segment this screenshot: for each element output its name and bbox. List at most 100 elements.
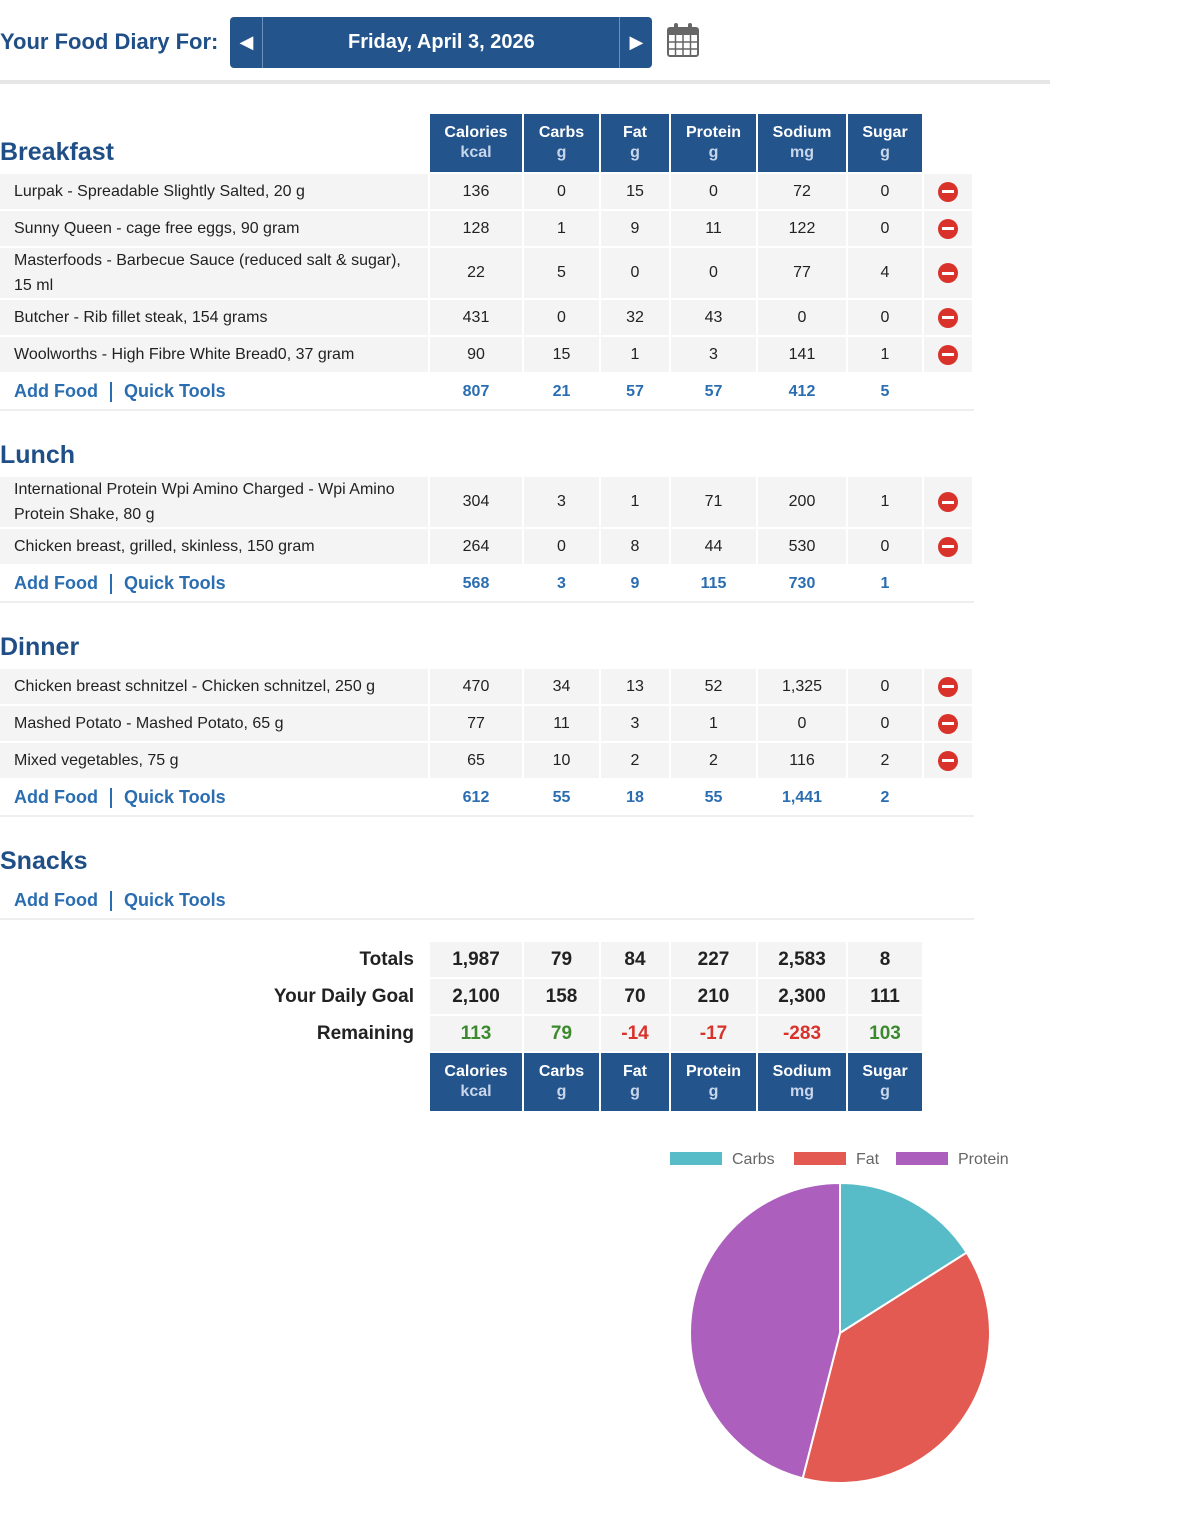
food-name[interactable]: Chicken breast, grilled, skinless, 150 g…	[0, 529, 428, 564]
macro-pie-chart: Carbs Fat Protein	[670, 1151, 1009, 1484]
next-day-button[interactable]: ▶	[620, 17, 652, 68]
food-name[interactable]: Chicken breast schnitzel - Chicken schni…	[0, 669, 428, 704]
food-sugar: 0	[848, 211, 922, 246]
summary-sodium: 2,583	[758, 942, 846, 977]
column-name: Sugar	[862, 124, 908, 141]
spacer	[924, 566, 972, 601]
meal-total-calories	[430, 883, 522, 918]
food-protein: 11	[671, 211, 756, 246]
column-header-carbs: Carbs g	[524, 1053, 599, 1111]
food-sugar: 0	[848, 669, 922, 704]
remove-food-icon[interactable]	[938, 713, 958, 734]
pie-slice-carbs[interactable]	[839, 1181, 969, 1335]
food-protein: 44	[671, 529, 756, 564]
column-unit: g	[630, 1083, 640, 1100]
meal-section-snacks: Snacks	[0, 827, 974, 881]
food-sugar: 4	[848, 248, 922, 298]
column-header-fat: Fat g	[601, 114, 669, 172]
food-name[interactable]: Masterfoods - Barbecue Sauce (reduced sa…	[0, 248, 428, 298]
column-header-protein: Protein g	[671, 1053, 756, 1111]
food-name[interactable]: International Protein Wpi Amino Charged …	[0, 477, 428, 527]
add-food-link[interactable]: Add Food	[14, 787, 98, 807]
quick-tools-link[interactable]: Quick Tools	[123, 787, 226, 807]
meal-total-carbs: 55	[552, 788, 571, 806]
column-name: Sugar	[862, 1063, 908, 1080]
food-carbs: 0	[524, 529, 599, 564]
remove-food-icon[interactable]	[938, 307, 958, 328]
column-name: Fat	[623, 1063, 647, 1080]
food-row: Mixed vegetables, 75 g 65 10 2 2 116 2	[0, 743, 974, 778]
legend-label-protein[interactable]: Protein	[958, 1151, 1009, 1168]
column-header-carbs: Carbs g	[524, 114, 599, 172]
calendar-icon[interactable]	[666, 22, 700, 63]
remove-food-icon[interactable]	[938, 218, 958, 239]
spacer	[924, 942, 972, 977]
meal-title: Dinner	[0, 632, 80, 661]
remove-food-icon[interactable]	[938, 344, 958, 365]
food-row: Sunny Queen - cage free eggs, 90 gram 128…	[0, 211, 974, 246]
spacer	[924, 374, 972, 409]
food-name[interactable]: Woolworths - High Fibre White Bread0, 37…	[0, 337, 428, 372]
spacer	[924, 1053, 972, 1111]
delete-cell	[924, 248, 972, 298]
meal-total-sodium	[758, 883, 846, 918]
meal-total-carbs	[524, 883, 599, 918]
remove-food-icon[interactable]	[938, 750, 958, 771]
quick-tools-link[interactable]: Quick Tools	[123, 573, 226, 593]
meal-total-sugar: 1	[880, 574, 890, 592]
food-sodium: 200	[758, 477, 846, 527]
remove-food-icon[interactable]	[938, 492, 958, 512]
food-fat: 3	[601, 706, 669, 741]
add-food-link[interactable]: Add Food	[14, 381, 98, 401]
add-food-link[interactable]: Add Food	[14, 890, 98, 910]
summary-protein: 210	[671, 979, 756, 1014]
food-name[interactable]: Sunny Queen - cage free eggs, 90 gram	[0, 211, 428, 246]
date-navigator: ◀ Friday, April 3, 2026 ▶	[230, 16, 653, 68]
food-name[interactable]: Butcher - Rib fillet steak, 154 grams	[0, 300, 428, 335]
food-sodium: 1,325	[758, 669, 846, 704]
food-sodium: 0	[758, 300, 846, 335]
food-name[interactable]: Lurpak - Spreadable Slightly Salted, 20 …	[0, 174, 428, 209]
column-name: Fat	[623, 124, 647, 141]
pie-slice-fat[interactable]	[801, 1251, 991, 1484]
column-name: Calories	[444, 124, 508, 141]
meal-section-dinner: Dinner	[0, 613, 974, 667]
quick-tools-link[interactable]: Quick Tools	[123, 890, 226, 910]
previous-day-button[interactable]: ◀	[230, 17, 262, 68]
remove-food-icon[interactable]	[938, 536, 958, 557]
food-protein: 43	[671, 300, 756, 335]
remove-food-icon[interactable]	[938, 181, 958, 202]
food-calories: 431	[430, 300, 522, 335]
legend-label-carbs[interactable]: Carbs	[732, 1151, 775, 1168]
food-calories: 136	[430, 174, 522, 209]
food-name[interactable]: Mashed Potato - Mashed Potato, 65 g	[0, 706, 428, 741]
add-food-link[interactable]: Add Food	[14, 573, 98, 593]
meal-total-sugar	[848, 883, 922, 918]
spacer	[924, 780, 972, 815]
summary-calories: 113	[430, 1016, 522, 1051]
remove-food-icon[interactable]	[938, 263, 958, 283]
food-sodium: 530	[758, 529, 846, 564]
remove-food-icon[interactable]	[938, 676, 958, 697]
food-sugar: 0	[848, 174, 922, 209]
column-name: Sodium	[772, 124, 832, 141]
meal-totals-row: Add Food Quick Tools	[0, 883, 974, 920]
food-name[interactable]: Mixed vegetables, 75 g	[0, 743, 428, 778]
quick-tools-link[interactable]: Quick Tools	[123, 381, 226, 401]
caret-right-icon: ▶	[629, 31, 644, 52]
summary-fat: -14	[601, 1016, 669, 1051]
delete-cell	[924, 706, 972, 741]
meal-total-fat	[601, 883, 669, 918]
column-name: Protein	[685, 124, 742, 141]
food-fat: 1	[601, 477, 669, 527]
summary-calories: 1,987	[430, 942, 522, 977]
legend-swatch-protein	[896, 1152, 948, 1165]
separator	[109, 381, 112, 402]
summary-sodium: -283	[758, 1016, 846, 1051]
separator	[109, 890, 112, 911]
delete-cell	[924, 174, 972, 209]
food-fat: 0	[601, 248, 669, 298]
delete-cell	[924, 743, 972, 778]
legend-label-fat[interactable]: Fat	[856, 1151, 880, 1168]
pie-slice-protein[interactable]	[689, 1181, 841, 1480]
